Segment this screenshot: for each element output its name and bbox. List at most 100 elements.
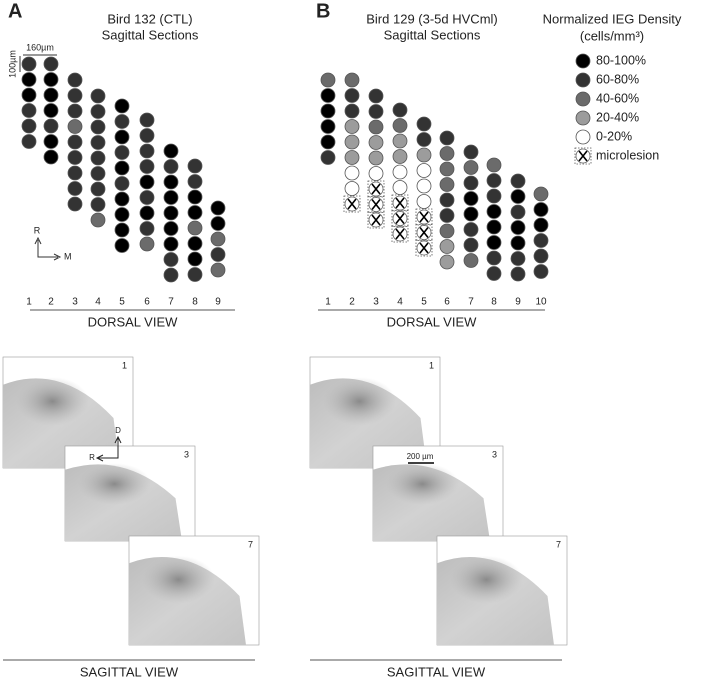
density-dot [344,150,360,165]
density-dot [439,254,455,270]
microlesion-dot [391,210,409,227]
panel-letter: A [8,0,22,22]
density-dot [21,72,37,87]
image-label: 7 [556,539,561,549]
axis-m: M [64,251,72,261]
column-number: 1 [26,297,32,308]
density-dot [486,188,502,204]
density-dot [187,174,203,189]
density-dot [163,267,179,283]
column-number: 6 [144,297,150,308]
panel-subtitle: Sagittal Sections [384,27,481,42]
image-label: 3 [492,449,497,459]
microlesion-box [415,208,433,226]
legend-label: 60-80% [596,72,639,86]
density-dot [114,176,130,191]
density-dot [163,205,179,221]
density-dot [416,194,432,209]
column-number: 10 [535,297,547,308]
density-dot [139,128,155,143]
density-dot [163,174,179,190]
density-dot [21,118,37,134]
microlesion-box [343,195,361,213]
microlesion-box [367,180,385,198]
sagittal-label: SAGITTAL VIEW [387,664,486,679]
density-dot [163,252,179,267]
density-dot [187,158,203,174]
density-dot [575,110,591,126]
column-number: 5 [421,297,427,308]
column-number: 1 [325,297,331,308]
density-dot [114,160,130,176]
microlesion-x [419,211,429,223]
column-number: 6 [444,297,450,308]
density-dot [90,181,106,197]
density-dot [21,134,37,149]
density-dot [486,235,502,250]
density-dot [114,191,130,207]
density-dot [139,236,155,252]
density-dot [320,72,336,88]
density-dot [90,119,106,135]
density-dot [187,236,203,251]
density-dot [510,235,526,251]
column-number: 3 [72,297,78,308]
microlesion-box [367,196,385,213]
column-number: 7 [168,297,174,308]
column-number: 4 [397,297,403,308]
density-dot [67,103,83,119]
density-dot [510,173,526,189]
density-dot [67,88,83,103]
orient-d: D [115,426,121,435]
density-dot [463,253,479,268]
density-dot [21,103,37,118]
density-dot [344,181,360,196]
density-dot [416,178,432,194]
microlesion-dot [391,225,409,243]
density-dot [416,163,432,178]
microlesion-x [578,150,588,162]
density-dot [533,248,549,264]
density-dot [344,72,360,88]
image-label: 7 [248,539,253,549]
density-dot [139,205,155,221]
density-dot [139,159,155,174]
density-dot [90,166,106,181]
hvc-region [78,463,151,505]
axis-r: R [34,225,41,235]
density-dot [187,267,203,282]
density-dot [114,238,130,253]
microlesion-box [391,225,409,243]
density-dot [67,150,83,165]
density-dot [392,164,408,180]
panel-subtitle: Sagittal Sections [102,27,199,42]
density-dot [368,119,384,135]
microlesion-x [395,197,405,209]
density-dot [463,206,479,222]
density-dot [392,180,408,195]
density-dot [392,133,408,149]
density-dot [344,88,360,103]
density-dot [114,222,130,238]
density-dot [439,146,455,161]
density-dot [43,149,59,165]
density-dot [320,103,336,119]
density-dot [210,200,226,216]
microlesion-dot [415,224,433,241]
microlesion-dot [415,208,433,226]
density-dot [368,104,384,119]
density-dot [163,221,179,236]
density-dot [510,189,526,204]
density-dot [320,119,336,134]
legend-label: 20-40% [596,110,639,124]
panel-letter: B [316,0,330,22]
density-dot [43,72,59,87]
density-dot [43,87,59,103]
density-dot [320,134,336,150]
density-dot [90,135,106,150]
density-dot [210,216,226,231]
density-dot [163,236,179,252]
density-dot [486,173,502,188]
density-dot [439,177,455,192]
